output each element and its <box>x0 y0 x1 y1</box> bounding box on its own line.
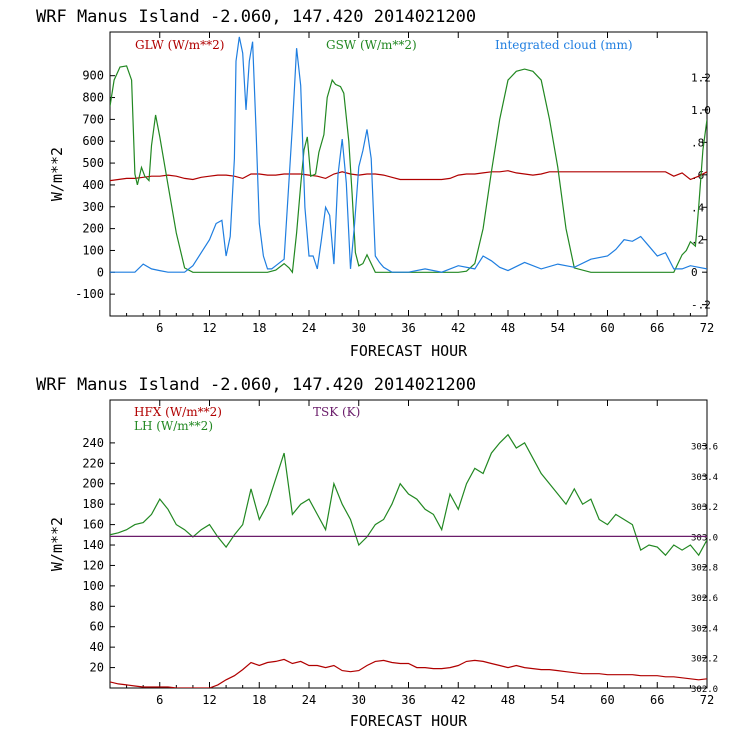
panel-2-x-tick-label: 66 <box>650 693 664 707</box>
panel-2-y-tick-label: 200 <box>82 477 104 491</box>
panel-1-y-tick-label: 600 <box>82 134 104 148</box>
panel-1-y-tick-label: 300 <box>82 200 104 214</box>
panel-1-right-tick-label: 1.0 <box>691 104 711 117</box>
panel-1-x-tick-label: 54 <box>551 321 565 335</box>
panel-2-series-lh-line <box>110 433 707 557</box>
panel-2-x-tick-label: 18 <box>252 693 266 707</box>
panel-2-right-tick-label: 303.6 <box>691 442 718 452</box>
panel-1-x-tick-label: 42 <box>451 321 465 335</box>
panel-2-legend-item: TSK (K) <box>313 405 360 419</box>
panel-1-y-tick-label: 0 <box>97 265 104 279</box>
panel-1-x-tick-label: 60 <box>600 321 614 335</box>
panel-1-y-tick-label: 100 <box>82 243 104 257</box>
panel-1-right-tick-label: .2 <box>691 234 704 247</box>
panel-2-right-tick-label: 303.2 <box>691 503 718 513</box>
panel-1-x-tick-label: 72 <box>700 321 714 335</box>
panel-2-right-tick-label: 303.0 <box>691 533 718 543</box>
panel-1-y-tick-label: 900 <box>82 69 104 83</box>
panel-1-x-tick-label: 12 <box>202 321 216 335</box>
panel-2-y-tick-label: 80 <box>90 599 104 613</box>
panel-1-x-axis-label: FORECAST HOUR <box>350 342 468 360</box>
panel-2-right-tick-label: 302.4 <box>691 624 718 634</box>
panel-2-x-tick-label: 48 <box>501 693 515 707</box>
panel-1-x-tick-label: 36 <box>401 321 415 335</box>
panel-1-y-tick-label: -100 <box>75 287 104 301</box>
panel-2-x-tick-label: 42 <box>451 693 465 707</box>
panel-1-right-tick-label: -.2 <box>691 299 711 312</box>
panel-1-right-tick-label: .6 <box>691 169 704 182</box>
panel-2-series-hfx-line <box>110 658 707 688</box>
panel-1-y-tick-label: 800 <box>82 91 104 105</box>
panel-2-legend-item: LH (W/m**2) <box>134 419 213 433</box>
panel-2-y-tick-label: 240 <box>82 436 104 450</box>
panel-1-series-glw-line <box>110 170 707 182</box>
panel-2-y-tick-label: 40 <box>90 640 104 654</box>
panel-1-y-axis-label: W/m**2 <box>48 147 66 201</box>
panel-1-x-tick-label: 48 <box>501 321 515 335</box>
panel-1-y-tick-label: 500 <box>82 156 104 170</box>
panel-1-legend-item: GSW (W/m**2) <box>326 38 417 52</box>
panel-2-legend-item: HFX (W/m**2) <box>134 405 222 419</box>
panel-2-y-tick-label: 100 <box>82 579 104 593</box>
panel-1-y-tick-label: 200 <box>82 222 104 236</box>
panel-2-x-tick-label: 72 <box>700 693 714 707</box>
panel-2-title: WRF Manus Island -2.060, 147.420 2014021… <box>36 375 476 395</box>
panel-1-right-tick-label: 0 <box>691 266 698 279</box>
panel-2-x-tick-label: 54 <box>551 693 565 707</box>
panel-2-right-tick-label: 302.8 <box>691 564 718 574</box>
panel-2-x-axis-label: FORECAST HOUR <box>350 712 468 730</box>
panel-1-frame <box>109 31 708 317</box>
panel-2-right-tick-label: 302.2 <box>691 655 718 665</box>
panel-2-right-tick-label: 302.6 <box>691 594 718 604</box>
panel-1-title: WRF Manus Island -2.060, 147.420 2014021… <box>36 7 476 27</box>
panel-2-x-tick-label: 24 <box>302 693 316 707</box>
panel-2-right-tick-label: 303.4 <box>691 473 718 483</box>
panel-1-right-tick-label: .8 <box>691 136 704 149</box>
panel-2-x-tick-label: 30 <box>352 693 366 707</box>
panel-2-y-tick-label: 120 <box>82 558 104 572</box>
panel-2-x-tick-label: 12 <box>202 693 216 707</box>
panel-1-x-tick-label: 30 <box>352 321 366 335</box>
panel-2-right-tick-label: 302.0 <box>691 685 718 695</box>
panel-1-x-tick-label: 18 <box>252 321 266 335</box>
panel-2-y-tick-label: 160 <box>82 518 104 532</box>
panel-1-x-tick-label: 24 <box>302 321 316 335</box>
panel-1-x-tick-label: 66 <box>650 321 664 335</box>
panel-2-x-tick-label: 36 <box>401 693 415 707</box>
panel-2-y-axis-label: W/m**2 <box>48 517 66 571</box>
panel-1-y-tick-label: 700 <box>82 112 104 126</box>
panel-2-y-tick-label: 180 <box>82 497 104 511</box>
panel-2-y-tick-label: 20 <box>90 661 104 675</box>
panel-1-legend-item: Integrated cloud (mm) <box>495 38 633 52</box>
panel-2-y-tick-label: 60 <box>90 620 104 634</box>
panel-1-x-tick-label: 6 <box>156 321 163 335</box>
panel-1-series-gsw-line <box>110 65 707 274</box>
panel-2-frame <box>109 399 708 689</box>
panel-1-right-tick-label: .4 <box>691 201 705 214</box>
panel-1-y-tick-label: 400 <box>82 178 104 192</box>
panel-2-x-tick-label: 60 <box>600 693 614 707</box>
panel-1-legend-item: GLW (W/m**2) <box>135 38 224 52</box>
panel-1-series-integrated-cloud-line <box>110 36 707 273</box>
panel-2-x-tick-label: 6 <box>156 693 163 707</box>
panel-1-right-tick-label: 1.2 <box>691 71 711 84</box>
panel-2-y-tick-label: 220 <box>82 456 104 470</box>
panel-2-y-tick-label: 140 <box>82 538 104 552</box>
